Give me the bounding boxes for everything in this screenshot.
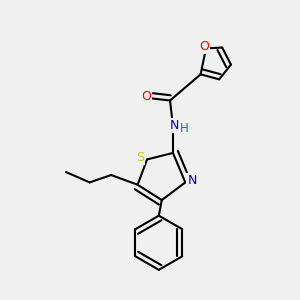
Text: O: O — [141, 91, 151, 103]
Text: H: H — [180, 122, 188, 135]
Text: N: N — [170, 119, 179, 132]
Text: N: N — [188, 174, 197, 188]
Text: O: O — [200, 40, 209, 52]
Text: S: S — [136, 151, 144, 164]
